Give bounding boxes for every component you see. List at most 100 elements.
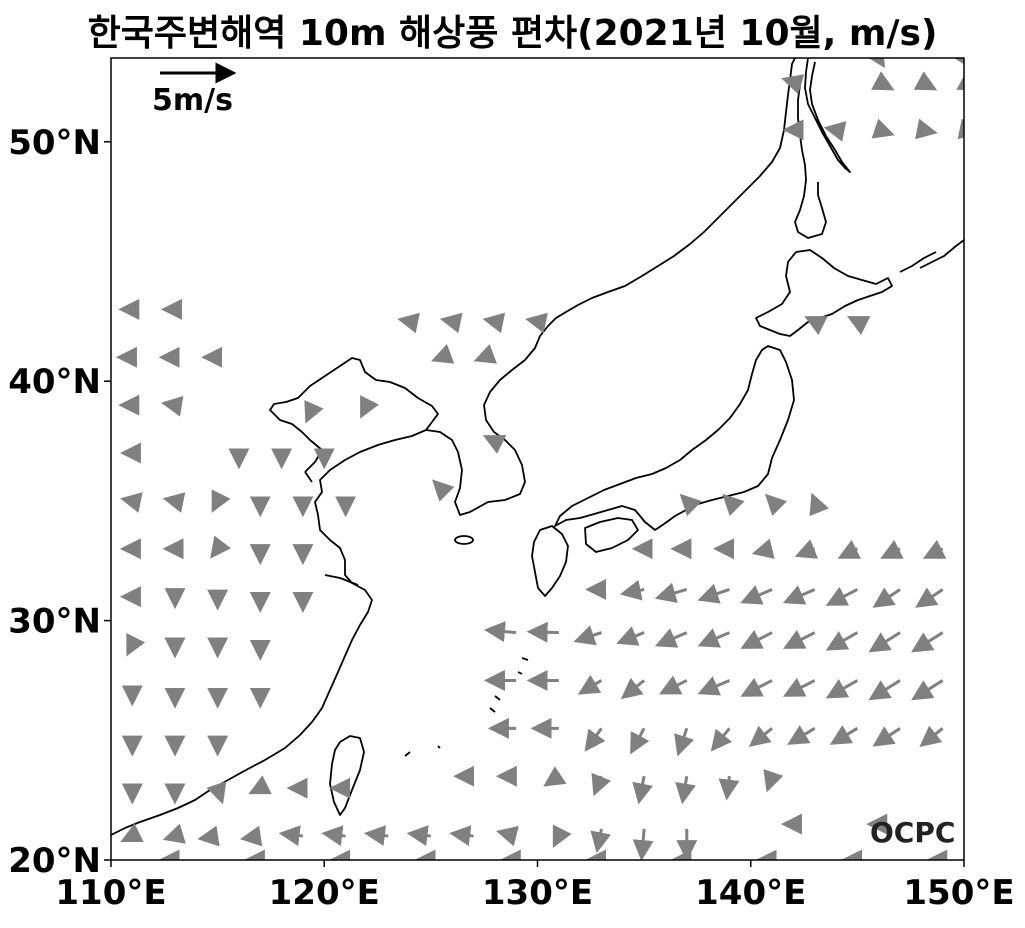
- wind-vector: [482, 435, 507, 454]
- wind-vector: [278, 825, 304, 847]
- wind-vector: [654, 628, 688, 648]
- wind-vector: [718, 776, 740, 801]
- wind-vector: [748, 725, 774, 747]
- wind-vector: [880, 539, 904, 559]
- wind-vector: [913, 71, 938, 91]
- coastline-taiwan: [329, 735, 365, 816]
- wind-vector: [697, 583, 730, 604]
- wind-vector: [483, 621, 517, 643]
- wind-vector: [794, 539, 819, 559]
- wind-vector: [956, 71, 964, 91]
- wind-vector: [239, 825, 263, 847]
- wind-vector: [543, 766, 567, 787]
- coastline-honshu: [554, 345, 795, 531]
- wind-vector: [804, 316, 828, 335]
- x-tick-label: 120°E: [269, 873, 380, 913]
- coastline-hokkaido: [755, 249, 893, 337]
- wind-vector: [697, 676, 731, 696]
- wind-vector: [552, 824, 572, 849]
- wind-vector: [825, 678, 859, 699]
- wind-vector: [871, 118, 895, 139]
- wind-vector: [697, 628, 731, 648]
- wind-vector: [847, 316, 871, 335]
- wind-vector: [763, 769, 784, 793]
- wind-vector: [872, 587, 901, 608]
- wind-vector: [119, 492, 143, 513]
- wind-vector: [868, 679, 901, 701]
- wind-vector: [674, 727, 695, 757]
- wind-vector: [616, 626, 645, 646]
- coastline-mainland: [111, 58, 796, 836]
- wind-vector: [825, 631, 859, 651]
- wind-vector: [120, 823, 144, 843]
- wind-vector: [248, 775, 272, 795]
- wind-vector: [161, 395, 184, 417]
- wind-vector: [495, 825, 519, 847]
- wind-vector: [829, 725, 859, 745]
- wind-vector: [722, 493, 745, 517]
- x-tick-label: 150°E: [903, 873, 1014, 913]
- wind-vector: [823, 121, 847, 142]
- wind-vector: [914, 118, 938, 140]
- wind-vector: [360, 395, 379, 419]
- coastline-bohai: [304, 471, 359, 586]
- wind-vector: [751, 538, 775, 559]
- wind-vector: [363, 825, 389, 847]
- wind-vector: [922, 539, 947, 559]
- wind-vector: [679, 493, 702, 517]
- wind-vector: [919, 725, 944, 747]
- coastline-kurils: [899, 239, 964, 273]
- wind-vector: [783, 677, 816, 697]
- wind-vector: [590, 828, 612, 854]
- wind-vector: [304, 400, 324, 424]
- wind-vector: [577, 674, 603, 695]
- map-title: 한국주변해역 10m 해상풍 편차(2021년 10월, m/s): [87, 13, 938, 54]
- wind-vector: [126, 633, 146, 657]
- wind-vector: [868, 631, 901, 653]
- wind-vector: [675, 775, 696, 805]
- wind-vector: [406, 825, 432, 847]
- wind-vector: [782, 585, 816, 605]
- coastline: [111, 58, 964, 836]
- wind-vector: [162, 492, 186, 513]
- wind-vector: [865, 58, 886, 69]
- wind-vector: [525, 312, 548, 334]
- wind-vector: [740, 585, 773, 605]
- coastline-shikoku: [584, 517, 639, 553]
- y-tick-label: 50°N: [8, 123, 101, 163]
- wind-vector: [632, 775, 653, 805]
- wind-vector: [210, 535, 232, 559]
- wind-vector: [619, 579, 645, 601]
- wind-vector: [321, 825, 346, 847]
- wind-vector: [584, 727, 606, 752]
- y-tick-label: 30°N: [8, 602, 101, 642]
- wind-vector: [439, 312, 463, 334]
- wind-vector: [197, 825, 220, 847]
- wind-vector: [482, 312, 506, 334]
- scale-arrow-label: 5m/s: [152, 83, 233, 118]
- wind-vector: [654, 582, 688, 603]
- wind-vector: [764, 493, 788, 517]
- wind-vector: [591, 772, 612, 797]
- wind-vector: [740, 677, 773, 697]
- wind-vector: [872, 726, 901, 747]
- wind-vector: [710, 727, 733, 752]
- wind-vector: [206, 781, 227, 805]
- wind-vector: [432, 479, 455, 502]
- y-tick-label: 20°N: [8, 841, 101, 881]
- wind-vector: [473, 344, 497, 364]
- wind-vector: [783, 629, 816, 649]
- x-tick-label: 140°E: [695, 873, 806, 913]
- coastline-sakhalin: [794, 58, 851, 239]
- wind-vector: [837, 539, 861, 559]
- y-tick-label: 40°N: [8, 362, 101, 402]
- coastline-jeju: [454, 535, 474, 545]
- wind-vector: [620, 677, 646, 700]
- wind-vector: [526, 621, 559, 643]
- wind-vector: [787, 725, 816, 745]
- coastline-ryukyu: [404, 657, 529, 757]
- wind-vector: [397, 312, 420, 334]
- wind-vector: [162, 823, 186, 844]
- wind-vector: [449, 825, 474, 847]
- wind-vector: [211, 489, 231, 513]
